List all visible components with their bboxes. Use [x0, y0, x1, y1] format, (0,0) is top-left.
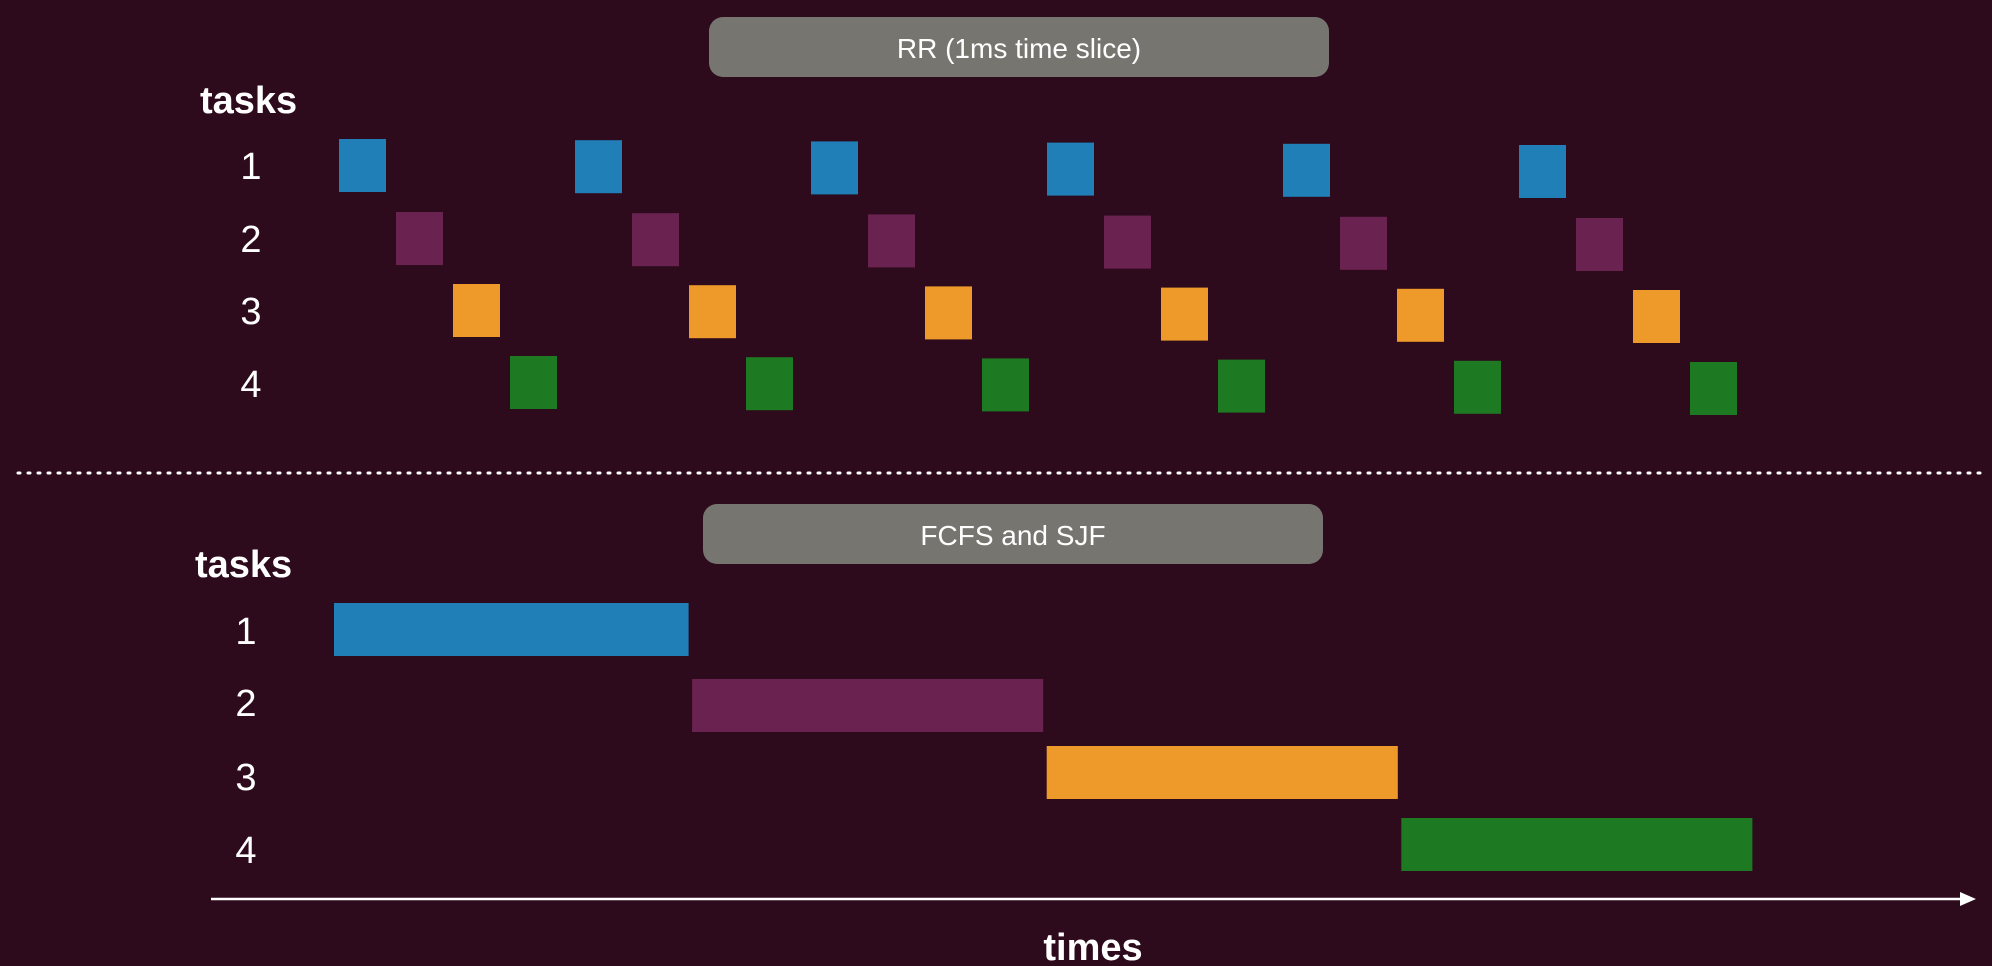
rr-slice-task-1-round-1 [339, 139, 386, 192]
rr-slice-task-1-round-6 [1519, 145, 1566, 198]
rr-slice-task-2-round-6 [1576, 218, 1623, 271]
rr-task-label-1: 1 [240, 146, 261, 188]
rr-slice-task-1-round-5 [1283, 143, 1330, 197]
rr-slice-task-3-round-3 [925, 286, 972, 340]
fcfs-bars [334, 603, 1753, 871]
rr-task-label-2: 2 [240, 219, 261, 261]
fcfs-task-label-1: 1 [235, 611, 256, 653]
rr-slice-task-1-round-3 [811, 141, 858, 195]
fcfs-title: FCFS and SJF [920, 520, 1105, 551]
rr-slice-task-4-round-6 [1690, 362, 1737, 415]
rr-section: RR (1ms time slice) tasks 1 2 3 4 [200, 17, 1737, 415]
rr-slice-task-2-round-5 [1340, 216, 1387, 270]
fcfs-axis-title: tasks [195, 544, 292, 586]
rr-slice-task-3-round-6 [1633, 290, 1680, 343]
fcfs-bar-task-1 [334, 603, 689, 656]
time-axis-label: times [1043, 927, 1142, 966]
time-axis: times [211, 892, 1976, 966]
fcfs-task-label-4: 4 [235, 830, 256, 872]
rr-slice-task-3-round-2 [689, 285, 736, 339]
fcfs-task-label-3: 3 [235, 757, 256, 799]
rr-slice-task-3-round-5 [1397, 288, 1444, 342]
rr-time-slices [339, 139, 1737, 415]
rr-slice-task-1-round-4 [1047, 142, 1094, 196]
rr-slice-task-2-round-3 [868, 214, 915, 268]
rr-title: RR (1ms time slice) [897, 33, 1141, 64]
rr-slice-task-2-round-4 [1104, 215, 1151, 269]
rr-task-label-3: 3 [240, 291, 261, 333]
rr-slice-task-4-round-1 [510, 356, 557, 409]
rr-slice-task-4-round-5 [1454, 360, 1501, 414]
rr-slice-task-3-round-1 [453, 284, 500, 337]
rr-slice-task-4-round-2 [746, 357, 793, 411]
fcfs-title-pill [703, 504, 1323, 564]
rr-slice-task-1-round-2 [575, 140, 622, 194]
rr-slice-task-2-round-2 [632, 213, 679, 267]
fcfs-bar-task-2 [692, 679, 1044, 732]
fcfs-task-label-2: 2 [235, 683, 256, 725]
rr-task-label-4: 4 [240, 364, 261, 406]
rr-slice-task-4-round-3 [982, 358, 1029, 412]
fcfs-section: FCFS and SJF tasks 1 2 3 4 [195, 504, 1753, 872]
rr-slice-task-4-round-4 [1218, 359, 1265, 413]
rr-axis-title: tasks [200, 80, 297, 122]
rr-slice-task-3-round-4 [1161, 287, 1208, 341]
fcfs-bar-task-4 [1401, 818, 1753, 871]
time-axis-arrow-icon [1960, 892, 1976, 906]
fcfs-bar-task-3 [1046, 746, 1398, 799]
rr-slice-task-2-round-1 [396, 212, 443, 265]
rr-title-pill [709, 17, 1329, 77]
